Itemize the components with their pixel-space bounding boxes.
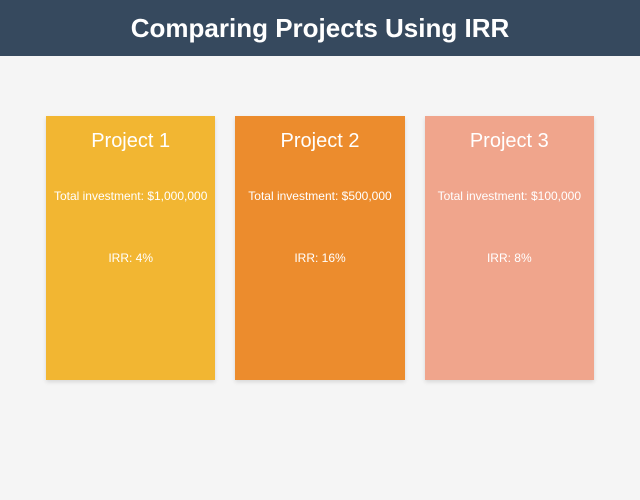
- project-card-2-title: Project 2: [241, 130, 398, 153]
- project-card-1: Project 1 Total investment: $1,000,000 I…: [46, 116, 215, 380]
- project-card-3-investment: Total investment: $100,000: [431, 189, 588, 203]
- header-bar: Comparing Projects Using IRR: [0, 0, 640, 56]
- project-card-3: Project 3 Total investment: $100,000 IRR…: [425, 116, 594, 380]
- project-card-1-irr: IRR: 4%: [52, 251, 209, 265]
- project-card-2: Project 2 Total investment: $500,000 IRR…: [235, 116, 404, 380]
- project-card-1-title: Project 1: [52, 130, 209, 153]
- project-card-3-irr: IRR: 8%: [431, 251, 588, 265]
- project-card-1-investment: Total investment: $1,000,000: [52, 189, 209, 203]
- project-card-2-irr: IRR: 16%: [241, 251, 398, 265]
- page: Comparing Projects Using IRR Project 1 T…: [0, 0, 640, 500]
- project-card-3-title: Project 3: [431, 130, 588, 153]
- cards-row: Project 1 Total investment: $1,000,000 I…: [0, 56, 640, 380]
- project-card-2-investment: Total investment: $500,000: [241, 189, 398, 203]
- page-title: Comparing Projects Using IRR: [131, 13, 510, 44]
